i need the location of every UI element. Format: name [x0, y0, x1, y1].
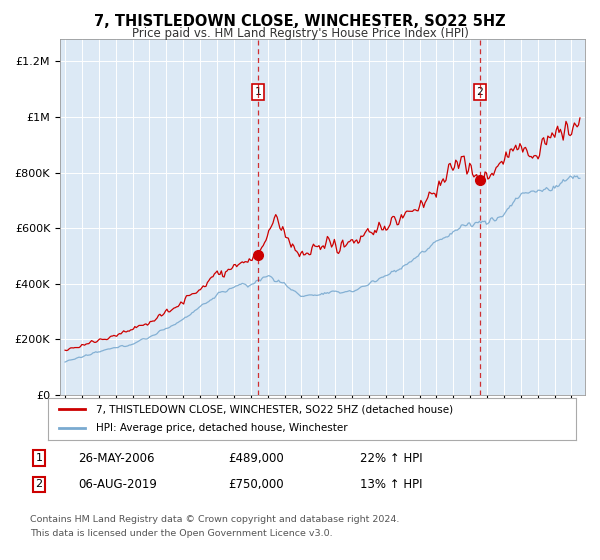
Text: Price paid vs. HM Land Registry's House Price Index (HPI): Price paid vs. HM Land Registry's House … [131, 27, 469, 40]
Text: 2: 2 [35, 479, 43, 489]
Text: 7, THISTLEDOWN CLOSE, WINCHESTER, SO22 5HZ: 7, THISTLEDOWN CLOSE, WINCHESTER, SO22 5… [94, 14, 506, 29]
Text: HPI: Average price, detached house, Winchester: HPI: Average price, detached house, Winc… [95, 423, 347, 433]
Text: 06-AUG-2019: 06-AUG-2019 [78, 478, 157, 491]
Text: Contains HM Land Registry data © Crown copyright and database right 2024.: Contains HM Land Registry data © Crown c… [30, 515, 400, 524]
Text: 22% ↑ HPI: 22% ↑ HPI [360, 451, 422, 465]
Text: 7, THISTLEDOWN CLOSE, WINCHESTER, SO22 5HZ (detached house): 7, THISTLEDOWN CLOSE, WINCHESTER, SO22 5… [95, 404, 452, 414]
Text: 1: 1 [254, 87, 261, 97]
Text: 26-MAY-2006: 26-MAY-2006 [78, 451, 155, 465]
Text: 1: 1 [35, 453, 43, 463]
Text: £750,000: £750,000 [228, 478, 284, 491]
Text: This data is licensed under the Open Government Licence v3.0.: This data is licensed under the Open Gov… [30, 529, 332, 538]
Text: 13% ↑ HPI: 13% ↑ HPI [360, 478, 422, 491]
Text: £489,000: £489,000 [228, 451, 284, 465]
Text: 2: 2 [476, 87, 484, 97]
